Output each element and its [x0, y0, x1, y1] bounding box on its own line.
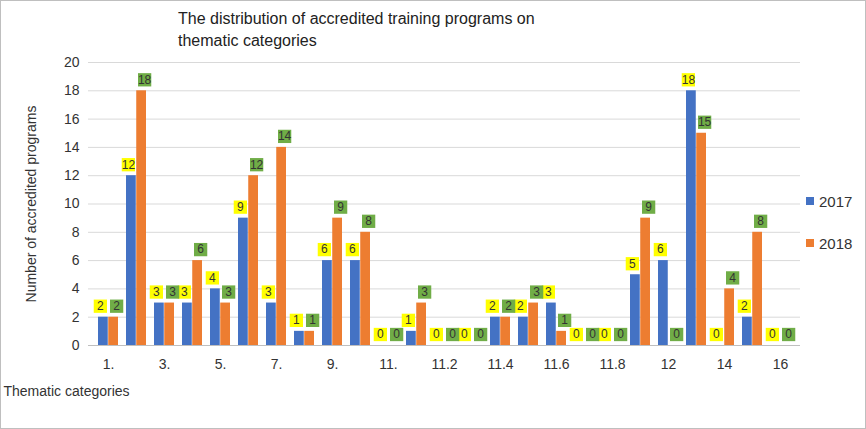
svg-text:8: 8: [757, 214, 764, 228]
svg-text:2: 2: [517, 299, 524, 313]
svg-text:0: 0: [617, 327, 624, 341]
svg-text:4: 4: [209, 271, 216, 285]
svg-text:1: 1: [293, 313, 300, 327]
svg-text:11.8: 11.8: [599, 356, 625, 372]
svg-text:18: 18: [682, 73, 696, 87]
svg-text:16: 16: [773, 356, 789, 372]
svg-text:2: 2: [113, 299, 120, 313]
svg-text:6: 6: [657, 242, 664, 256]
svg-text:2: 2: [72, 309, 80, 325]
svg-text:5: 5: [629, 257, 636, 271]
svg-text:3: 3: [181, 285, 188, 299]
svg-text:6: 6: [321, 242, 328, 256]
svg-text:14: 14: [278, 129, 292, 143]
svg-text:6: 6: [197, 242, 204, 256]
svg-text:Thematic categories: Thematic categories: [4, 383, 130, 399]
svg-text:15: 15: [698, 115, 712, 129]
svg-text:0: 0: [377, 327, 384, 341]
svg-text:1: 1: [405, 313, 412, 327]
svg-text:0: 0: [785, 327, 792, 341]
svg-text:8: 8: [72, 224, 80, 240]
svg-text:0: 0: [449, 327, 456, 341]
svg-text:3.: 3.: [159, 356, 171, 372]
svg-text:12: 12: [661, 356, 677, 372]
svg-text:11.6: 11.6: [543, 356, 569, 372]
svg-text:1: 1: [309, 313, 316, 327]
svg-text:4: 4: [72, 280, 80, 296]
svg-text:9.: 9.: [327, 356, 339, 372]
svg-text:0: 0: [673, 327, 680, 341]
svg-text:0: 0: [393, 327, 400, 341]
svg-text:3: 3: [169, 285, 176, 299]
svg-text:5.: 5.: [215, 356, 227, 372]
svg-text:0: 0: [72, 337, 80, 353]
html-text:2018: 2018: [819, 234, 853, 252]
svg-text:0: 0: [573, 327, 580, 341]
svg-text:7.: 7.: [271, 356, 283, 372]
svg-text:11.2: 11.2: [431, 356, 457, 372]
svg-text:12: 12: [250, 158, 264, 172]
svg-text:9: 9: [645, 200, 652, 214]
svg-text:0: 0: [433, 327, 440, 341]
svg-text:1.: 1.: [103, 356, 115, 372]
svg-text:3: 3: [265, 285, 272, 299]
svg-text:8: 8: [365, 214, 372, 228]
svg-text:14: 14: [64, 139, 80, 155]
svg-text:0: 0: [713, 327, 720, 341]
svg-text:3: 3: [153, 285, 160, 299]
svg-text:0: 0: [769, 327, 776, 341]
svg-text:12: 12: [64, 167, 80, 183]
html-text:2017: 2017: [819, 192, 853, 210]
svg-text:2: 2: [489, 299, 496, 313]
svg-text:9: 9: [337, 200, 344, 214]
svg-text:18: 18: [64, 82, 80, 98]
svg-text:6: 6: [72, 252, 80, 268]
svg-text:0: 0: [461, 327, 468, 341]
svg-text:2: 2: [505, 299, 512, 313]
svg-text:6: 6: [349, 242, 356, 256]
svg-text:4: 4: [729, 271, 736, 285]
svg-text:0: 0: [601, 327, 608, 341]
svg-text:2: 2: [97, 299, 104, 313]
svg-text:3: 3: [421, 285, 428, 299]
svg-text:0: 0: [477, 327, 484, 341]
svg-text:18: 18: [138, 73, 152, 87]
svg-text:10: 10: [64, 195, 80, 211]
svg-text:20: 20: [64, 54, 80, 70]
svg-text:14: 14: [717, 356, 733, 372]
svg-text:3: 3: [545, 285, 552, 299]
svg-text:11.: 11.: [379, 356, 397, 372]
svg-text:2: 2: [741, 299, 748, 313]
svg-text:9: 9: [237, 200, 244, 214]
svg-text:12: 12: [122, 158, 136, 172]
svg-text:1: 1: [561, 313, 568, 327]
html-text:The distribution of accredited: The distribution of accredited training …: [178, 10, 535, 49]
svg-text:3: 3: [533, 285, 540, 299]
svg-text:16: 16: [64, 111, 80, 127]
svg-text:0: 0: [589, 327, 596, 341]
svg-text:3: 3: [225, 285, 232, 299]
svg-text:11.4: 11.4: [487, 356, 513, 372]
svg-text:Number of accredited programs: Number of accredited programs: [23, 106, 39, 303]
